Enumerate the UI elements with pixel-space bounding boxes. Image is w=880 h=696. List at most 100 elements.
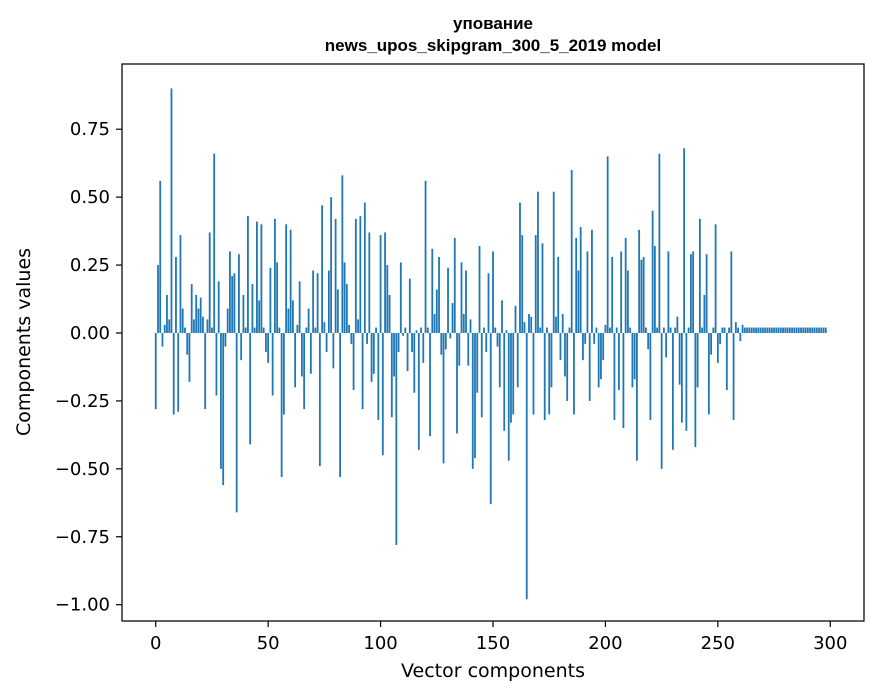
bar: [296, 324, 299, 333]
bar: [278, 327, 281, 333]
bar: [813, 327, 816, 333]
bar: [175, 256, 177, 333]
bar: [579, 227, 582, 333]
y-axis-ticks: 0.75 0.50 0.25 0.00 −0.25 −0.50 −0.75 −1.00: [55, 119, 122, 616]
bar: [588, 332, 591, 401]
bar: [354, 218, 357, 333]
bar: [766, 327, 769, 333]
bar: [739, 332, 742, 342]
bar: [716, 332, 719, 363]
bar: [402, 332, 404, 336]
bar: [449, 332, 452, 339]
bar: [501, 300, 503, 333]
bar: [604, 324, 607, 333]
bar: [413, 332, 416, 393]
bar: [611, 256, 614, 333]
bar: [229, 251, 231, 333]
chart-title-line-1: упование: [453, 14, 533, 33]
bar: [159, 180, 162, 333]
bar: [307, 308, 310, 333]
bar: [444, 332, 447, 350]
bar: [743, 327, 746, 333]
bar: [539, 327, 542, 333]
bar: [476, 332, 479, 393]
bar: [197, 308, 200, 333]
bar: [586, 251, 589, 333]
y-tick-label: 0.50: [70, 187, 110, 208]
bar: [224, 332, 227, 347]
bar: [195, 294, 198, 333]
bar: [204, 332, 207, 410]
bar: [420, 327, 422, 333]
x-tick-label: 0: [150, 633, 161, 654]
bar: [393, 332, 395, 377]
bar: [483, 327, 485, 333]
bar: [336, 289, 339, 333]
plot-area-frame: [121, 63, 865, 622]
bar: [525, 332, 528, 600]
bar: [582, 332, 584, 361]
bar: [352, 332, 355, 391]
bar: [678, 332, 681, 385]
bar: [330, 197, 333, 333]
bar: [233, 273, 236, 333]
y-tick-label: 0.00: [70, 323, 110, 344]
bar: [618, 332, 620, 391]
bar: [543, 332, 546, 420]
bar: [629, 327, 632, 333]
bars-layer: [154, 88, 827, 600]
bar: [294, 332, 297, 388]
bar: [757, 327, 760, 333]
bar: [377, 332, 380, 420]
y-tick-label: −1.00: [55, 595, 110, 616]
bar: [487, 273, 490, 333]
bar: [633, 332, 636, 380]
bar: [318, 332, 321, 467]
bar: [411, 332, 413, 353]
bar: [680, 332, 683, 423]
bar: [289, 229, 292, 333]
bar: [613, 332, 616, 420]
bar: [782, 327, 784, 333]
bar: [258, 300, 261, 333]
bar: [179, 235, 182, 333]
bar: [804, 327, 807, 333]
bar: [725, 332, 728, 391]
bar: [363, 202, 366, 333]
bar: [573, 332, 575, 415]
bar: [746, 327, 748, 333]
bar: [492, 251, 494, 333]
y-tick-label: 0.25: [70, 255, 110, 276]
bar: [689, 254, 692, 333]
x-tick-label: 100: [363, 633, 397, 654]
bar: [361, 332, 364, 410]
bar: [404, 327, 407, 333]
bar: [564, 332, 566, 377]
bar: [168, 319, 171, 333]
bar: [451, 303, 454, 333]
bar: [822, 327, 825, 333]
bar: [154, 332, 157, 410]
bar: [381, 332, 384, 456]
bar: [593, 332, 596, 344]
bar: [399, 262, 402, 333]
bar: [764, 327, 766, 333]
bar: [534, 235, 537, 333]
y-axis-label: Components values: [13, 248, 35, 436]
bar: [759, 327, 762, 333]
bar: [631, 332, 634, 388]
bar: [474, 332, 476, 458]
bar: [602, 332, 605, 361]
bar: [453, 237, 456, 333]
bar: [199, 297, 202, 333]
bar: [260, 224, 263, 333]
bar: [323, 322, 326, 333]
bar: [287, 308, 290, 333]
bar: [784, 327, 787, 333]
bar: [671, 332, 674, 450]
bar: [422, 332, 425, 363]
bar: [267, 332, 270, 363]
bar: [471, 332, 474, 469]
bar: [523, 322, 526, 333]
bar: [345, 284, 348, 333]
